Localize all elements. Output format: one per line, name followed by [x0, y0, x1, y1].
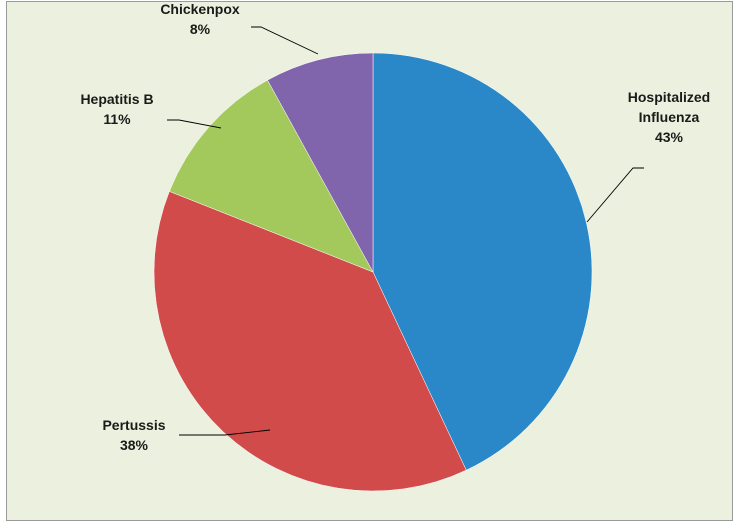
pie-chart: Hospitalized Influenza 43% Pertussis 38% Hepa… — [80, 2, 710, 492]
slice-name-label: Hospitalized — [628, 89, 710, 105]
slice-name-label: Hepatitis B — [80, 91, 153, 107]
pie-slice-chickenpox — [267, 52, 374, 273]
slice-value-label: 43% — [655, 129, 684, 145]
slice-value-label: 11% — [103, 111, 131, 127]
pie-slice-hospitalized-influenza — [372, 52, 593, 471]
slice-value-label: 38% — [120, 437, 149, 453]
slice-value-label: 8% — [190, 21, 211, 37]
leader-line-chickenpox — [251, 26, 319, 55]
slice-label-hepatitis-b: Hepatitis B 11% — [80, 91, 153, 127]
leader-line-hospitalized-influenza — [586, 167, 644, 223]
slice-name-label: Pertussis — [102, 417, 165, 433]
slice-label-chickenpox: Chickenpox 8% — [160, 2, 240, 37]
slice-name-label: Chickenpox — [160, 2, 240, 17]
leader-lines — [167, 26, 644, 436]
leader-line-pertussis — [179, 429, 271, 436]
slice-label-hospitalized-influenza: Hospitalized Influenza 43% — [628, 89, 710, 145]
leader-line-hepatitis-b — [167, 119, 222, 129]
slice-name-label: Influenza — [639, 109, 700, 125]
pie-slice-pertussis — [153, 191, 467, 492]
pie-slices — [153, 52, 593, 492]
slice-label-pertussis: Pertussis 38% — [102, 417, 165, 453]
slice-labels: Hospitalized Influenza 43% Pertussis 38% Hepa… — [80, 2, 710, 453]
chart-area: Hospitalized Influenza 43% Pertussis 38% Hepa… — [6, 1, 733, 521]
